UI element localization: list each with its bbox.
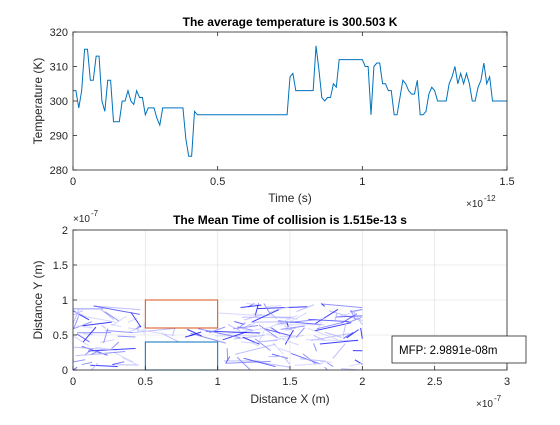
collision-ytick-label: 0 bbox=[62, 365, 68, 377]
temperature-ytick-label: 280 bbox=[50, 165, 68, 177]
temperature-x-exponent-base: ×10 bbox=[466, 199, 483, 210]
collision-xtick-label: 2.5 bbox=[427, 376, 442, 388]
collision-xtick-label: 0.5 bbox=[138, 376, 153, 388]
collision-xtick-label: 2 bbox=[359, 376, 365, 388]
collision-title: The Mean Time of collision is 1.515e-13 … bbox=[173, 213, 407, 227]
mfp-annotation-text: MFP: 2.9891e-08m bbox=[399, 345, 497, 357]
collision-ytick-label: 0.5 bbox=[53, 330, 68, 342]
collision-xtick-label: 1.5 bbox=[282, 376, 297, 388]
collision-ytick-label: 1.5 bbox=[53, 260, 68, 272]
temperature-xlabel: Time (s) bbox=[268, 191, 312, 205]
collision-ytick-label: 2 bbox=[62, 225, 68, 237]
collision-xtick-label: 3 bbox=[504, 376, 510, 388]
temperature-title: The average temperature is 300.503 K bbox=[183, 15, 398, 29]
temperature-xtick-label: 0.5 bbox=[210, 176, 225, 188]
temperature-xtick-label: 1.5 bbox=[499, 176, 514, 188]
trajectory-segment bbox=[251, 322, 290, 323]
temperature-ytick-label: 300 bbox=[50, 96, 68, 108]
collision-x-exponent-power: -7 bbox=[494, 394, 502, 403]
temperature-ytick-label: 290 bbox=[50, 131, 68, 143]
trajectory-segment bbox=[227, 348, 228, 361]
collision-axes: 0 0.5 1 1.5 2 2.5 3 0 0.5 1 1.5 2 The Mean Time of … bbox=[31, 209, 526, 410]
collision-ylabel: Distance Y (m) bbox=[31, 261, 45, 340]
temperature-ytick-label: 320 bbox=[50, 27, 68, 39]
collision-y-exponent-base: ×10 bbox=[73, 214, 90, 225]
temperature-ytick-label: 310 bbox=[50, 62, 68, 74]
temperature-ylabel: Temperature (K) bbox=[31, 58, 45, 145]
temperature-xtick-label: 0 bbox=[70, 176, 76, 188]
collision-ytick-label: 1 bbox=[62, 295, 68, 307]
temperature-x-exponent-power: -12 bbox=[484, 194, 496, 203]
collision-x-exponent-base: ×10 bbox=[476, 399, 493, 410]
collision-xtick-label: 0 bbox=[70, 376, 76, 388]
collision-xlabel: Distance X (m) bbox=[250, 392, 329, 406]
collision-xtick-label: 1 bbox=[215, 376, 221, 388]
temperature-xtick-label: 1 bbox=[359, 176, 365, 188]
collision-y-exponent-power: -7 bbox=[91, 209, 99, 218]
temperature-axes: The average temperature is 300.503 K 0 0.… bbox=[31, 15, 515, 210]
